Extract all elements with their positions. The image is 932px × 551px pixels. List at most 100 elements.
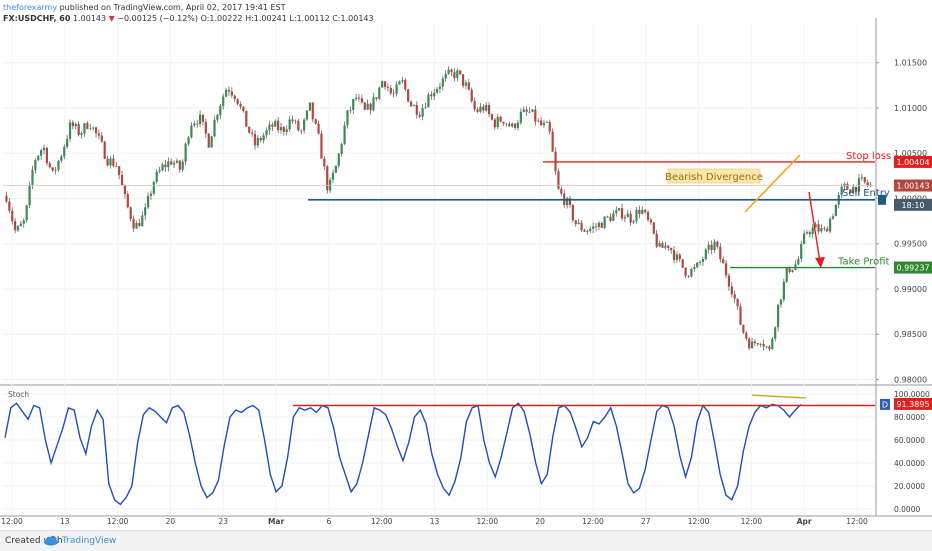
candle-body [430, 94, 433, 97]
price-candle [372, 92, 375, 112]
price-candle [184, 142, 187, 166]
candle-body [542, 122, 546, 126]
price-candle [181, 159, 184, 172]
price-candle [629, 210, 632, 226]
candle-body [707, 244, 710, 250]
price-candle [855, 186, 858, 195]
candle-body [22, 220, 25, 224]
price-candle [646, 210, 650, 222]
price-candle [681, 259, 684, 269]
candle-body [144, 207, 147, 216]
price-candle [811, 224, 814, 238]
candle-body [655, 233, 658, 247]
candle-body [245, 110, 248, 127]
price-candle [435, 86, 439, 94]
price-candle [860, 173, 863, 181]
candle-body [670, 248, 673, 251]
tradingview-cloud-icon[interactable] [43, 535, 59, 546]
candle-body [519, 111, 522, 123]
symbol-name[interactable]: FX:USDCHF, 60 [3, 14, 71, 23]
time-tick-label: 27 [641, 517, 651, 526]
candle-body [331, 172, 335, 180]
price-candle [401, 76, 404, 84]
price-candle [8, 198, 11, 214]
price-candle [782, 278, 785, 303]
candle-body [71, 122, 75, 127]
price-candle [118, 166, 121, 180]
candle-body [8, 201, 11, 211]
price-candle [537, 118, 540, 123]
candle-body [797, 258, 800, 265]
candle-body [340, 144, 343, 154]
candle-body [181, 161, 184, 170]
price-candle [727, 273, 731, 291]
author-name[interactable]: theforexarmy [3, 3, 58, 12]
candle-body [557, 171, 560, 189]
candle-body [224, 89, 228, 97]
price-candle [196, 120, 199, 128]
stop-loss-label: Stop loss [846, 151, 891, 162]
price-candle [849, 189, 852, 194]
price-candle [392, 89, 395, 98]
take-profit-price-tag-label: 0.99237 [896, 264, 929, 273]
price-candle [736, 298, 739, 310]
candle-body [534, 109, 537, 122]
high-value: 1.00241 [253, 14, 287, 23]
price-candle [863, 176, 866, 184]
price-candle [340, 143, 343, 157]
candle-body [722, 259, 725, 264]
time-tick-label: 12:00 [582, 517, 604, 526]
candle-body [103, 141, 106, 159]
price-change: −0.00125 (−0.12%) [117, 14, 199, 23]
price-candle [25, 204, 28, 223]
candle-body [106, 158, 109, 166]
candle-body [184, 143, 187, 162]
candle-body [164, 164, 167, 168]
stoch-d-marker [880, 398, 890, 410]
price-candle [857, 174, 861, 196]
candle-body [756, 343, 759, 345]
open-label: O: [200, 14, 210, 23]
candle-body [855, 186, 858, 192]
price-candle [485, 102, 488, 112]
candle-body [690, 269, 693, 277]
price-candle [450, 68, 453, 77]
price-candle [48, 161, 51, 169]
price-candle [652, 221, 655, 235]
candle-body [48, 163, 51, 168]
price-candle [37, 155, 40, 162]
price-candle [314, 118, 317, 125]
price-candle [701, 256, 705, 266]
candle-body [719, 246, 722, 260]
projection-arrowhead [815, 257, 825, 268]
candle-body [667, 245, 670, 249]
price-candle [152, 180, 155, 196]
price-candle [66, 134, 69, 149]
candle-body [149, 193, 153, 196]
price-candle [522, 106, 525, 113]
price-candle [80, 131, 83, 139]
candle-body [739, 306, 742, 325]
candle-body [250, 132, 254, 134]
price-candle [430, 91, 433, 100]
candle-body [369, 103, 372, 111]
price-candle [459, 70, 462, 76]
candle-body [404, 79, 407, 90]
candle-body [857, 178, 861, 192]
candle-body [664, 245, 667, 248]
price-candle [161, 162, 164, 172]
candle-body [409, 101, 413, 107]
price-candle [670, 247, 673, 254]
price-candle [690, 267, 693, 278]
candle-body [592, 226, 595, 229]
tradingview-link[interactable]: TradingView [62, 536, 117, 546]
price-candle [644, 209, 647, 214]
candle-body [311, 102, 314, 120]
candle-body [89, 128, 92, 130]
last-price: 1.00143 [72, 14, 107, 23]
price-candle [785, 267, 788, 283]
price-candle [317, 120, 320, 135]
price-candle [45, 146, 49, 166]
time-tick-label: 12:00 [741, 517, 763, 526]
